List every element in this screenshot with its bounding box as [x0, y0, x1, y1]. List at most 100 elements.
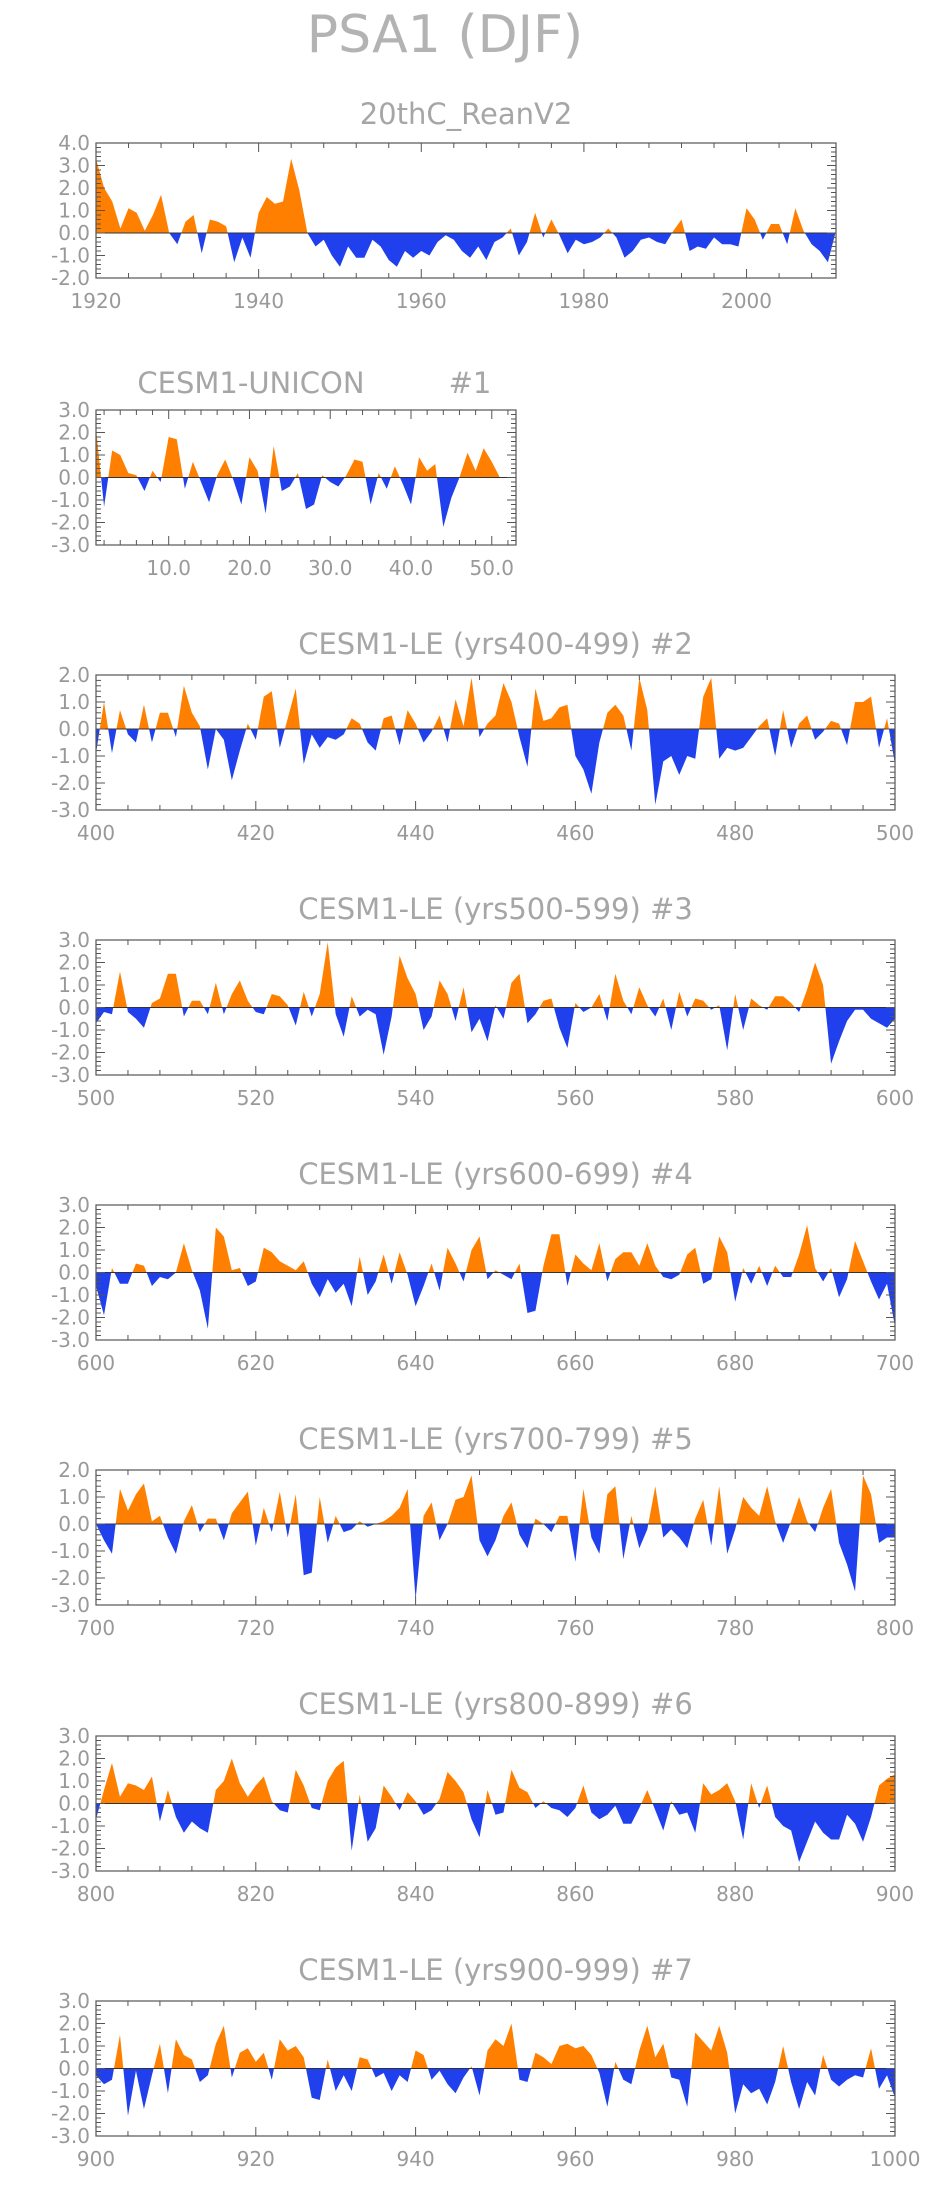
x-tick-label: 400	[77, 821, 115, 845]
y-tick-label: 4.0	[58, 131, 90, 155]
y-tick-label: 0.0	[58, 221, 90, 245]
x-tick-label: 620	[237, 1351, 275, 1375]
positive-area	[96, 428, 508, 478]
x-tick-label: 480	[716, 821, 754, 845]
negative-area	[96, 2068, 895, 2116]
y-tick-label: -3.0	[51, 798, 90, 822]
x-tick-label: 720	[237, 1616, 275, 1640]
x-tick-label: 1000	[870, 2147, 921, 2171]
y-tick-label: -1.0	[51, 1814, 90, 1838]
x-tick-label: 960	[556, 2147, 594, 2171]
series-fills	[96, 1225, 895, 1329]
x-tick-label: 1940	[233, 289, 284, 313]
y-tick-label: -2.0	[51, 771, 90, 795]
panel-title: CESM1-LE (yrs800-899) #6	[298, 1687, 693, 1721]
positive-area	[96, 1758, 895, 1804]
y-tick-label: 2.0	[58, 176, 90, 200]
y-tick-label: 3.0	[58, 398, 90, 422]
x-tick-label: 980	[716, 2147, 754, 2171]
y-tick-label: 3.0	[58, 928, 90, 952]
y-tick-label: 2.0	[58, 1747, 90, 1771]
y-tick-label: 1.0	[58, 1238, 90, 1262]
panel-8: CESM1-LE (yrs900-999) #7 3.02.01.00.0-1.0…	[51, 1953, 920, 2171]
y-tick-label: -2.0	[51, 266, 90, 290]
x-tick-label: 50.0	[470, 556, 515, 580]
series-fills	[96, 158, 836, 267]
y-tick-label: -2.0	[51, 2102, 90, 2126]
x-tick-label: 800	[77, 1882, 115, 1906]
x-tick-label: 420	[237, 821, 275, 845]
x-tick-label: 500	[876, 821, 914, 845]
x-tick-label: 1960	[396, 289, 447, 313]
y-tick-label: 2.0	[58, 421, 90, 445]
x-tick-label: 900	[876, 1882, 914, 1906]
y-tick-label: 1.0	[58, 2034, 90, 2058]
panel-title: CESM1-LE (yrs900-999) #7	[298, 1953, 693, 1987]
x-tick-label: 20.0	[227, 556, 272, 580]
y-tick-label: -1.0	[51, 1018, 90, 1042]
y-tick-label: 0.0	[58, 466, 90, 490]
panel-title: CESM1-LE (yrs500-599) #3	[298, 892, 693, 926]
panel-6: CESM1-LE (yrs700-799) #5 2.0 1.0 0.0 -1.0 -2.…	[51, 1422, 914, 1640]
positive-area	[96, 677, 895, 729]
y-tick-label: 0.0	[58, 996, 90, 1020]
x-tick-label: 500	[77, 1086, 115, 1110]
y-tick-label: 2.0	[58, 1458, 90, 1482]
panel-title: CESM1-LE (yrs600-699) #4	[298, 1157, 693, 1191]
x-tick-label: 700	[77, 1616, 115, 1640]
y-tick-label: 1.0	[58, 443, 90, 467]
y-tick-label: 0.0	[58, 717, 90, 741]
positive-area	[96, 2023, 895, 2069]
y-tick-label: 3.0	[58, 1989, 90, 2013]
member-label: #1	[449, 366, 492, 400]
x-tick-label: 1920	[71, 289, 122, 313]
panel-7: CESM1-LE (yrs800-899) #6 3.02.01.00.0-1.0…	[51, 1687, 914, 1906]
plot-frame	[95, 142, 837, 279]
x-tick-label: 600	[77, 1351, 115, 1375]
x-tick-label: 840	[397, 1882, 435, 1906]
y-tick-label: 2.0	[58, 951, 90, 975]
y-tick-label: 1.0	[58, 973, 90, 997]
x-tick-label: 10.0	[146, 556, 191, 580]
y-tick-label: -1.0	[51, 2079, 90, 2103]
y-tick-label: 3.0	[58, 1193, 90, 1217]
negative-area	[96, 1007, 895, 1064]
panel-4: CESM1-LE (yrs500-599) #3 3.02.01.00.0-1.0…	[51, 892, 914, 1110]
y-tick-label: -3.0	[51, 1593, 90, 1617]
y-tick-label: -3.0	[51, 2124, 90, 2148]
x-tick-label: 440	[397, 821, 435, 845]
x-tick-label: 560	[556, 1086, 594, 1110]
x-tick-label: 2000	[721, 289, 772, 313]
x-tick-label: 900	[77, 2147, 115, 2171]
x-tick-label: 540	[397, 1086, 435, 1110]
x-tick-label: 920	[237, 2147, 275, 2171]
panel-5: CESM1-LE (yrs600-699) #4 3.02.01.00.0-1.0…	[51, 1157, 914, 1375]
series-fills	[96, 942, 895, 1064]
y-tick-label: -1.0	[51, 244, 90, 268]
plot-frame	[95, 674, 896, 811]
y-tick-label: -3.0	[51, 533, 90, 557]
y-tick-label: 2.0	[58, 663, 90, 687]
x-tick-label: 760	[556, 1616, 594, 1640]
panel-title: 20thC_ReanV2	[360, 97, 573, 131]
panel-title: CESM1-UNICON	[137, 366, 364, 400]
y-tick-label: 3.0	[58, 154, 90, 178]
x-tick-label: 460	[556, 821, 594, 845]
y-tick-label: 1.0	[58, 1769, 90, 1793]
x-tick-label: 600	[876, 1086, 914, 1110]
x-tick-label: 30.0	[308, 556, 353, 580]
x-tick-label: 820	[237, 1882, 275, 1906]
y-tick-label: 0.0	[58, 1512, 90, 1536]
series-fills	[96, 1758, 895, 1862]
x-tick-label: 640	[397, 1351, 435, 1375]
y-tick-label: -1.0	[51, 1283, 90, 1307]
y-tick-label: -2.0	[51, 1566, 90, 1590]
positive-area	[96, 1475, 895, 1524]
x-tick-label: 740	[397, 1616, 435, 1640]
y-tick-label: 3.0	[58, 1724, 90, 1748]
negative-area	[96, 1524, 895, 1600]
x-tick-label: 700	[876, 1351, 914, 1375]
